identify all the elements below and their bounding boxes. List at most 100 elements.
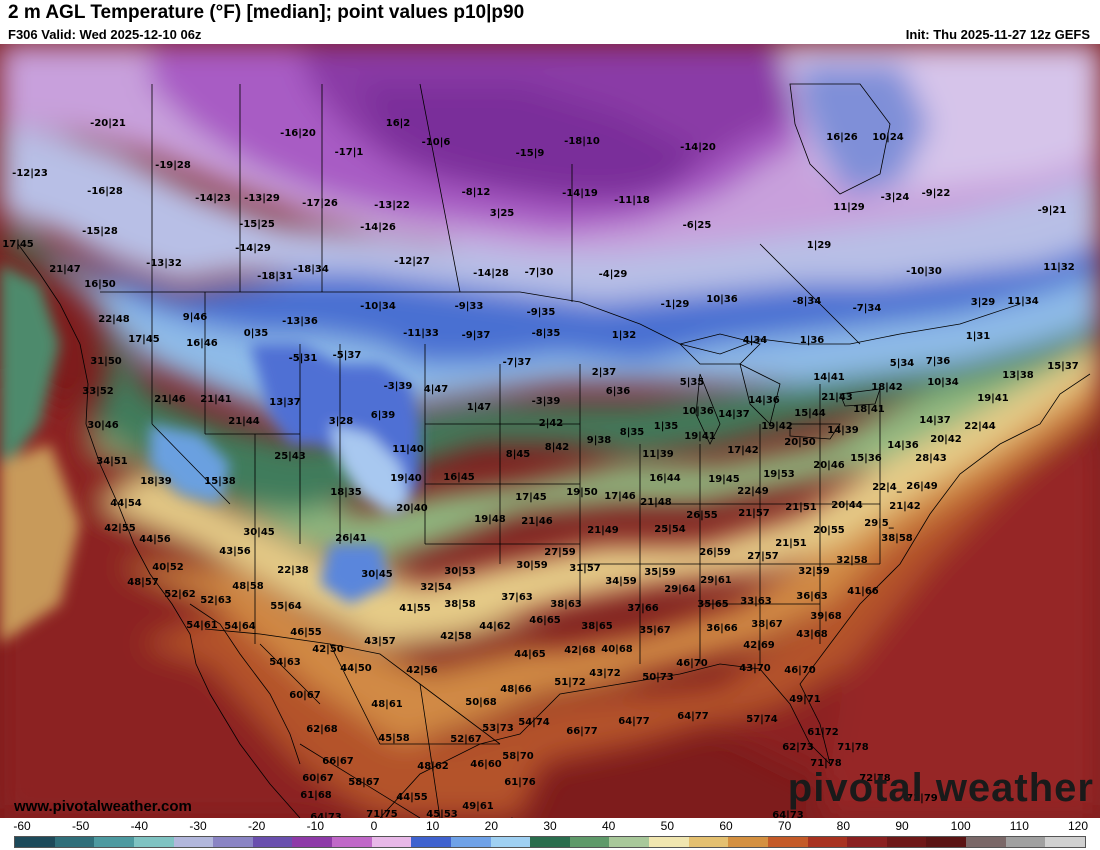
point-value: 36|66 [706, 623, 738, 634]
point-value: 18|41 [853, 404, 885, 415]
point-value: 32|58 [836, 555, 868, 566]
point-value: -14|20 [680, 142, 716, 153]
point-value: 43|56 [219, 546, 251, 557]
point-value: 11|40 [392, 444, 424, 455]
point-value: 61|68 [300, 790, 332, 801]
point-value: -8|35 [532, 328, 561, 339]
colorbar-segment [569, 837, 610, 847]
point-value: 43|57 [364, 636, 396, 647]
colorbar-segment [530, 837, 570, 847]
point-value: 26|59 [699, 547, 731, 558]
point-value: -15|25 [239, 219, 275, 230]
point-value: 44|62 [479, 621, 511, 632]
colorbar-tick-label: -50 [71, 819, 90, 833]
point-value: 21|49 [587, 525, 619, 536]
point-value: 3|25 [490, 208, 515, 219]
point-value: 11|29 [833, 202, 865, 213]
point-value: 57|71 [496, 817, 528, 818]
point-value: 46|55 [290, 627, 322, 638]
point-value: 42|55 [104, 523, 136, 534]
colorbar-segment [292, 837, 332, 847]
point-value: 30|45 [243, 527, 275, 538]
hudson-blue [800, 64, 930, 194]
website-url[interactable]: www.pivotalweather.com [14, 798, 192, 815]
point-value: 19|53 [763, 469, 795, 480]
point-value: 29|61 [700, 575, 732, 586]
point-value: 10|36 [682, 406, 714, 417]
rockies-light [330, 424, 410, 514]
colorbar-segment [450, 837, 491, 847]
point-value: -9|21 [1038, 205, 1067, 216]
point-value: 61|72 [807, 727, 839, 738]
point-value: -10|30 [906, 266, 942, 277]
point-value: -13|36 [282, 316, 318, 327]
point-value: 48|66 [500, 684, 532, 695]
colorbar-segment [332, 837, 372, 847]
point-value: 34|51 [96, 456, 128, 467]
colorbar-segment [847, 837, 887, 847]
point-value: 38|58 [444, 599, 476, 610]
point-value: 27|57 [747, 551, 779, 562]
point-value: 21|47 [49, 264, 81, 275]
point-value: 38|65 [581, 621, 613, 632]
colorbar-segment [15, 837, 55, 847]
point-value: 30|59 [516, 560, 548, 571]
geographic-boundaries [17, 83, 1091, 818]
band-orange [120, 364, 1100, 744]
colorbar: -60 -50 -40 -30 -20 -10 0 10 20 30 40 50 60 70 80 90 100… [0, 818, 1100, 850]
point-value: 14|39 [827, 425, 859, 436]
point-value: 9|46 [183, 312, 208, 323]
point-value: 14|41 [813, 372, 845, 383]
point-value: 8|42 [545, 442, 570, 453]
point-value: 48|57 [127, 577, 159, 588]
point-value: 64|77 [618, 716, 650, 727]
point-value: 2|42 [539, 418, 564, 429]
point-value: 7|36 [926, 356, 951, 367]
pacific-tan [0, 444, 80, 644]
point-value: 15|36 [850, 453, 882, 464]
point-value: -15|28 [82, 226, 118, 237]
point-value: 26|49 [906, 481, 938, 492]
point-value: 28|43 [915, 453, 947, 464]
colorbar-segment [252, 837, 293, 847]
colorbar-segment [54, 837, 95, 847]
point-value: 21|51 [775, 538, 807, 549]
point-value: 30|53 [444, 566, 476, 577]
point-value: 54|74 [518, 717, 550, 728]
mexico-blue [320, 544, 390, 604]
point-value: 21|51 [785, 502, 817, 513]
point-value: -3|39 [384, 381, 413, 392]
colorbar-tick-label: -60 [13, 819, 31, 833]
point-value: 10|36 [706, 294, 738, 305]
temperature-map[interactable]: -20|21 -12|23 -16|28 -15|28 17|45 21|47 16|50 2… [0, 44, 1100, 818]
point-value: 19|40 [390, 473, 422, 484]
point-value: 40|52 [152, 562, 184, 573]
point-value: 41|66 [847, 586, 879, 597]
point-value: -19|28 [155, 160, 191, 171]
point-value: 18|42 [871, 382, 903, 393]
point-value: 36|63 [796, 591, 828, 602]
point-value: 72|78 [859, 773, 891, 784]
point-value: 42|50 [312, 644, 344, 655]
point-value: 1|31 [966, 331, 991, 342]
point-value: 39|68 [810, 611, 842, 622]
point-value: -9|37 [462, 330, 491, 341]
point-value: 8|35 [620, 427, 645, 438]
point-value: 2|37 [592, 367, 617, 378]
point-value: 29|5_ [864, 518, 894, 529]
colorbar-tick-label: 0 [370, 819, 378, 833]
point-value: 17|45 [128, 334, 160, 345]
point-value: 20|55 [813, 525, 845, 536]
point-value: 1|35 [654, 421, 679, 432]
point-value: -14|28 [473, 268, 509, 279]
point-value: 22|4_ [872, 482, 902, 493]
point-value: 11|34 [1007, 296, 1039, 307]
point-value: -13|32 [146, 258, 182, 269]
point-value: 0|35 [244, 328, 269, 339]
point-value: 22|44 [964, 421, 996, 432]
point-value: 20|44 [831, 500, 863, 511]
point-value: 71|78 [810, 758, 842, 769]
point-value: 22|49 [737, 486, 769, 497]
colorbar-tick-label: -30 [189, 819, 207, 833]
point-value: 60|67 [302, 773, 334, 784]
